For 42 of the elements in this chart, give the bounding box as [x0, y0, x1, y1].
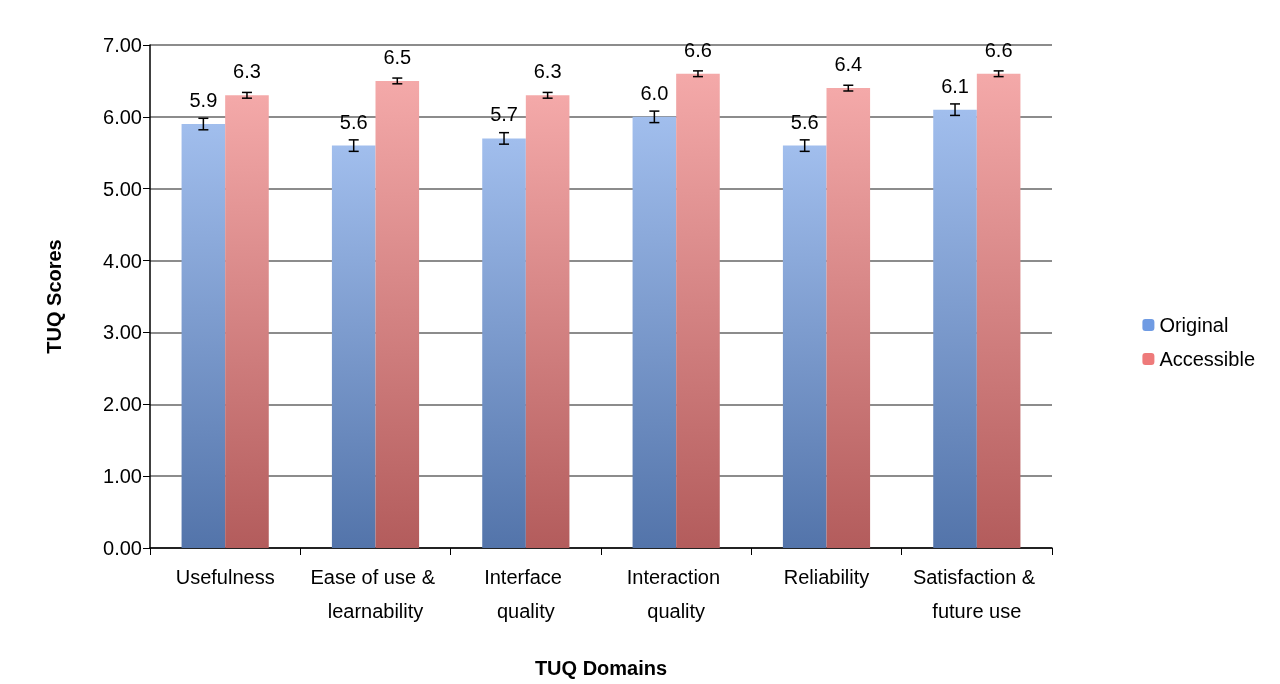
- x-axis-title: TUQ Domains: [534, 657, 668, 679]
- x-tick-label: Ease of use & learnability: [310, 566, 441, 622]
- bar: [933, 109, 977, 548]
- data-label: 5.6: [790, 110, 819, 133]
- y-axis-title: TUQ Scores: [43, 239, 65, 354]
- x-tick-label: Interaction quality: [626, 566, 726, 622]
- bar: [331, 145, 376, 548]
- data-label: 6.5: [383, 45, 412, 68]
- bar: [525, 95, 570, 548]
- bar: [225, 95, 269, 548]
- bar: [782, 145, 827, 548]
- data-label: 6.6: [684, 38, 712, 61]
- y-tick-label: 3.00: [103, 321, 142, 344]
- x-tick-label: Satisfaction & future use: [912, 566, 1041, 622]
- data-label: 5.7: [490, 103, 518, 126]
- data-label: 6.1: [941, 74, 969, 97]
- data-label: 6.6: [984, 38, 1013, 61]
- y-tick-label: 0.00: [103, 537, 142, 559]
- y-tick-label: 4.00: [103, 249, 142, 272]
- bar: [482, 138, 526, 548]
- data-label: 6.0: [640, 81, 669, 104]
- bar: [826, 88, 871, 548]
- bar: [181, 124, 226, 548]
- y-tick-label: 7.00: [103, 34, 142, 56]
- x-tick-label: Interface quality: [484, 566, 568, 622]
- legend-label: Original: [1159, 314, 1229, 336]
- y-tick-label: 6.00: [103, 105, 142, 128]
- bar: [632, 116, 677, 548]
- data-label: 6.3: [533, 60, 562, 83]
- y-tick-label: 5.00: [103, 177, 142, 200]
- data-label: 6.3: [233, 60, 261, 83]
- data-label: 5.6: [339, 110, 368, 133]
- data-label: 6.4: [834, 53, 863, 76]
- x-tick-label: Reliability: [783, 566, 870, 588]
- data-label: 5.9: [189, 89, 218, 112]
- bar: [375, 80, 420, 548]
- y-tick-label: 2.00: [103, 393, 142, 416]
- bar: [976, 73, 1021, 548]
- y-tick-label: 1.00: [103, 465, 142, 488]
- legend-label: Accessible: [1159, 348, 1256, 370]
- bar: [676, 73, 720, 548]
- x-tick-label: Usefulness: [175, 566, 275, 588]
